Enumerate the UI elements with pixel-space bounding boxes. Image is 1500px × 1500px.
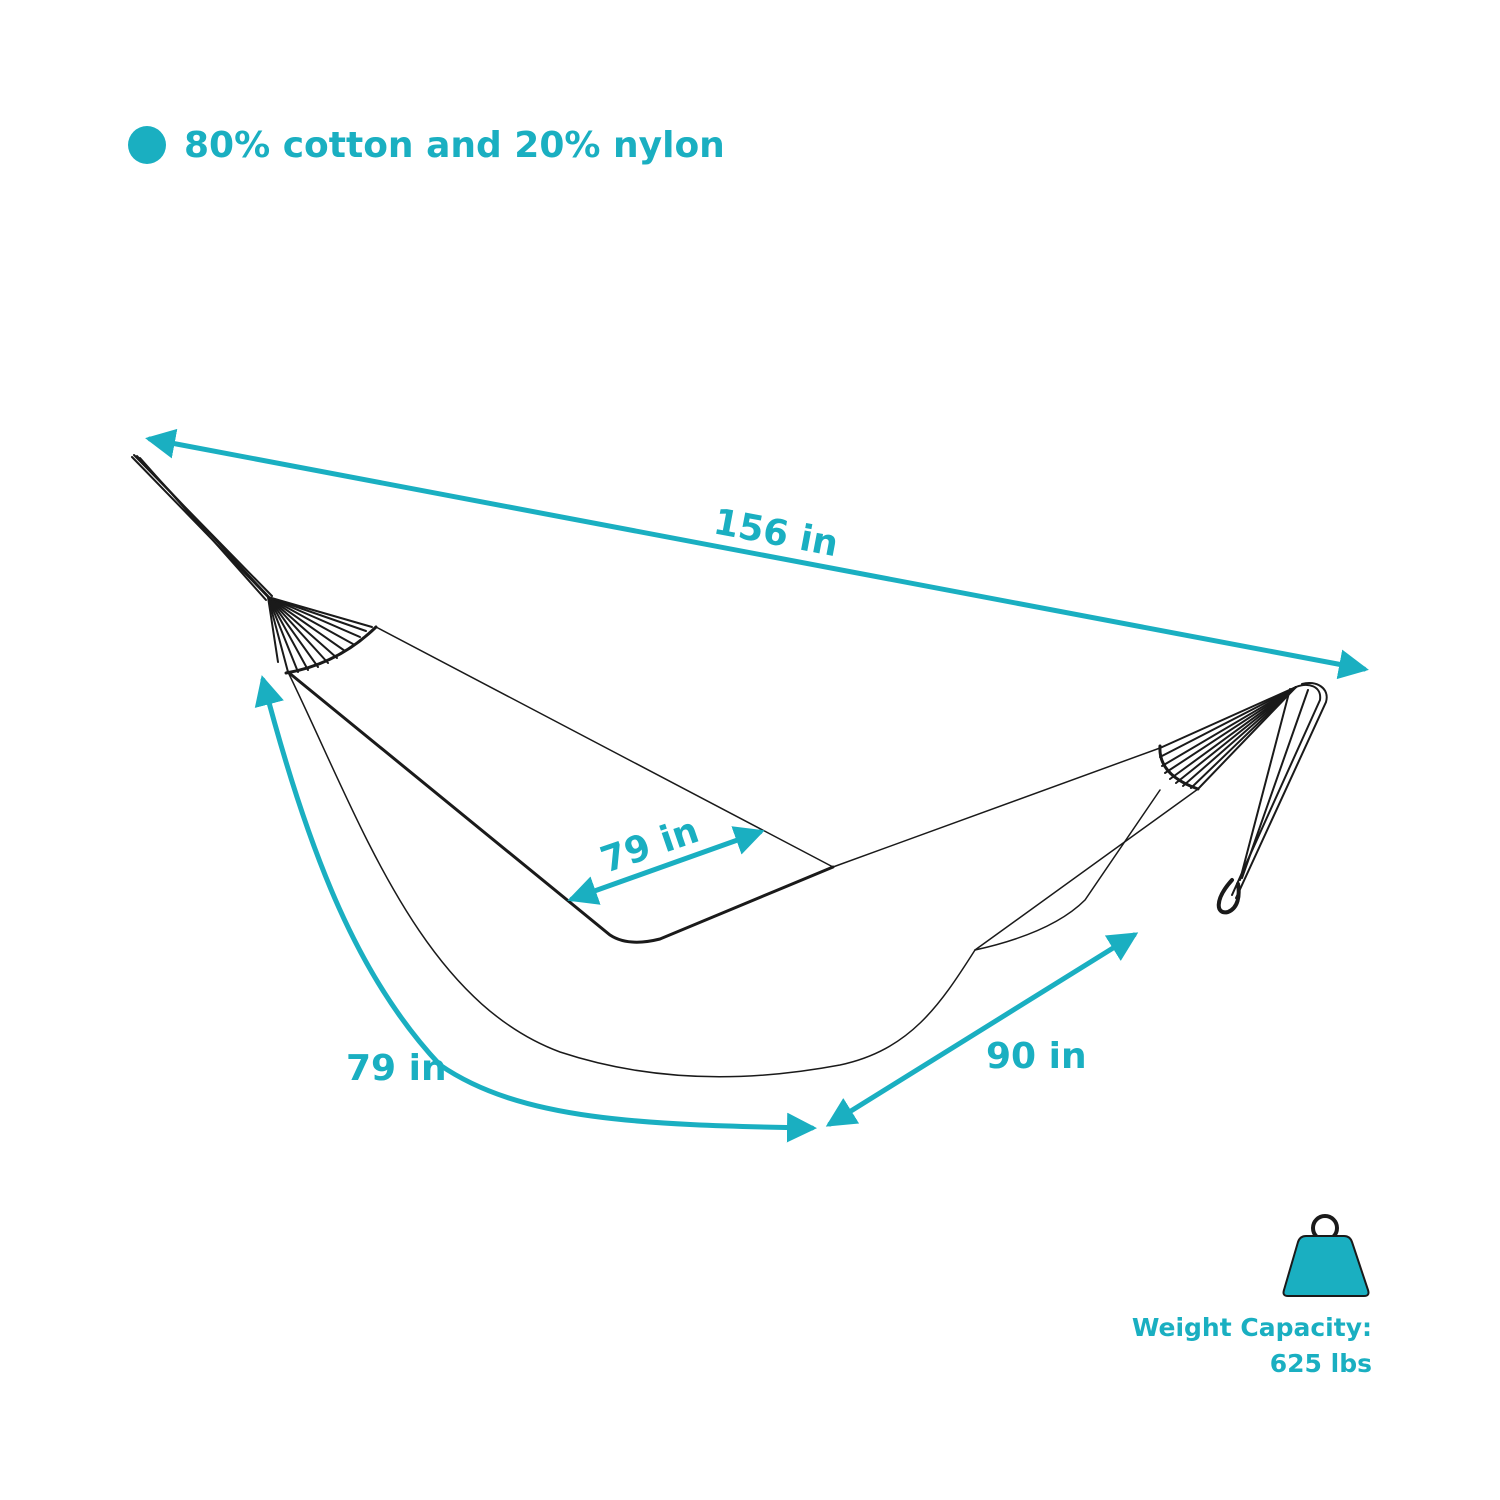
weight-capacity-label: Weight Capacity:	[1131, 1313, 1372, 1342]
bed-length-arrow	[825, 932, 1139, 1127]
right-end-band	[1158, 744, 1200, 791]
right-suspension-cords	[1159, 682, 1328, 915]
left-suspension-cords	[131, 454, 373, 673]
left-end-band	[284, 625, 378, 675]
hammock-bed	[286, 626, 1199, 1078]
bullet-dot-icon	[128, 126, 166, 164]
material-text: 80% cotton and 20% nylon	[184, 124, 725, 166]
weight-capacity-value: 625 lbs	[1269, 1349, 1372, 1378]
bed-side-arrow	[254, 675, 817, 1143]
dimension-arrows	[145, 428, 1369, 1143]
bed-length-label: 90 in	[986, 1036, 1087, 1077]
material-spec: 80% cotton and 20% nylon	[128, 120, 725, 170]
weight-capacity: Weight Capacity: 625 lbs	[1132, 1310, 1372, 1382]
weight-icon	[1282, 1214, 1370, 1297]
bed-side-label: 79 in	[346, 1048, 447, 1089]
overall-length-arrow	[145, 428, 1369, 680]
